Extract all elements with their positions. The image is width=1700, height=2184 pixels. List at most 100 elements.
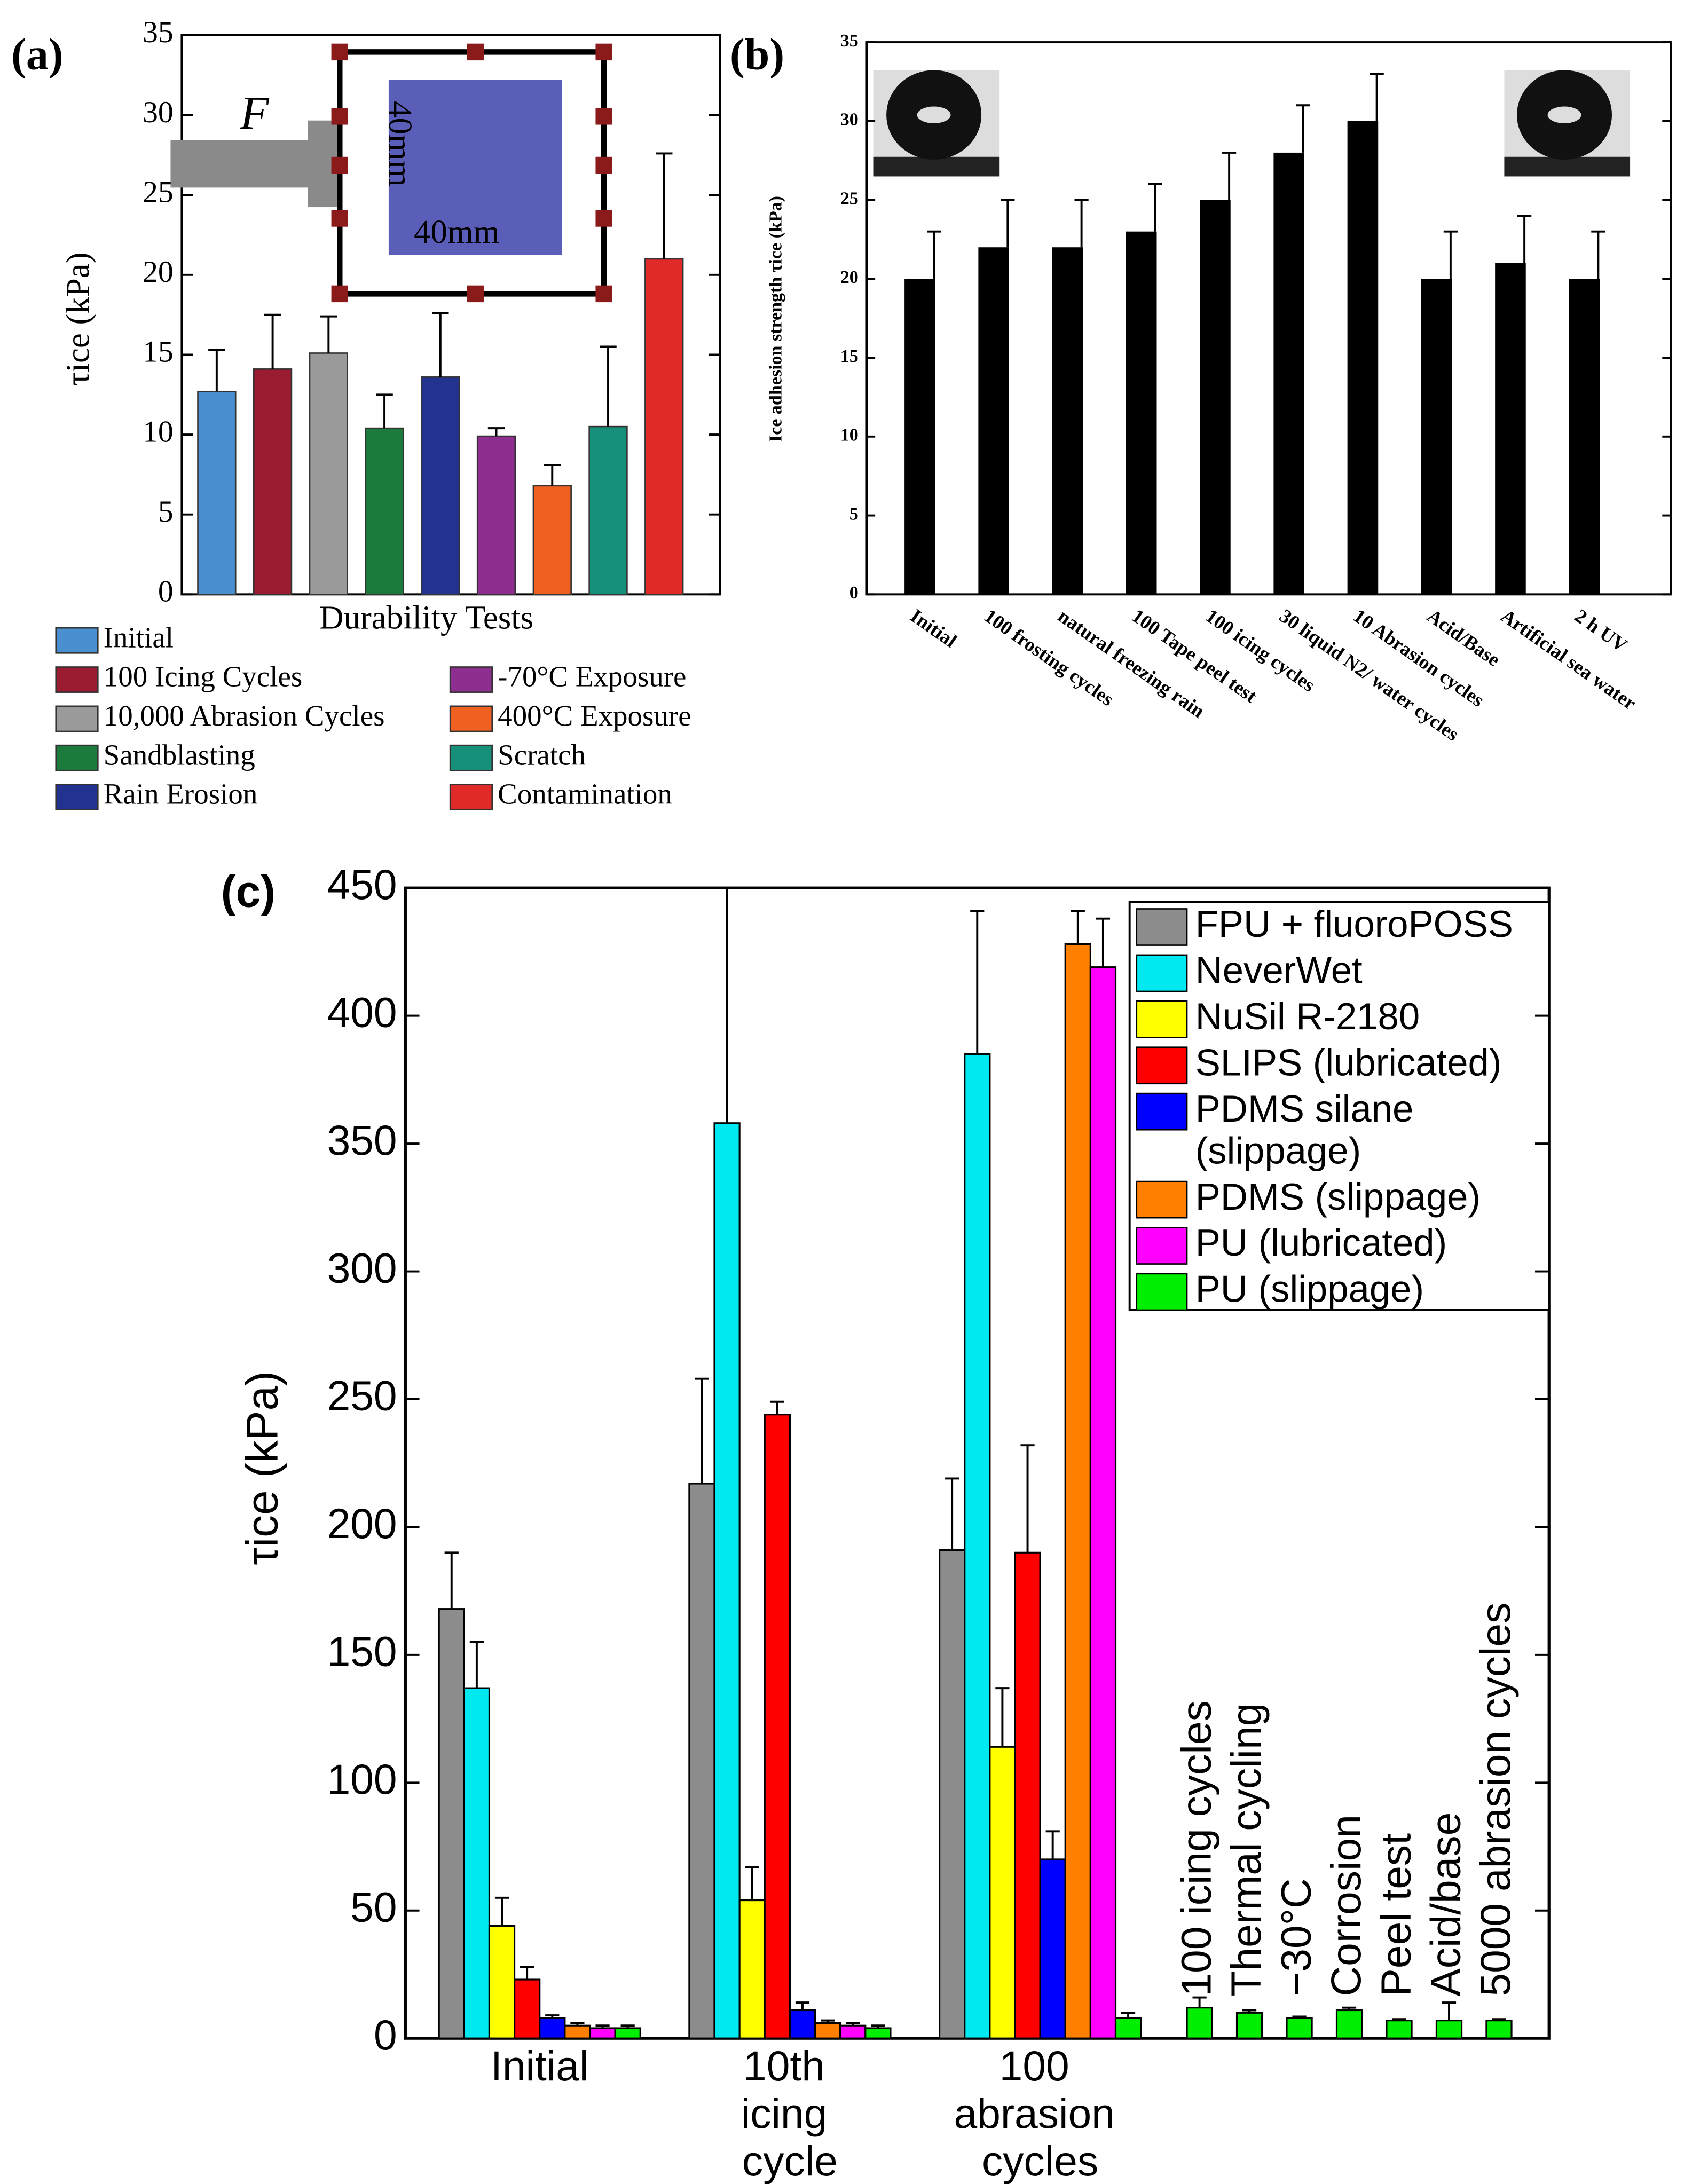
x-tick-label: 2 h UV [1571,604,1632,656]
y-tick-label: 200 [327,1500,397,1547]
legend-label: Contamination [498,778,672,810]
legend-swatch [55,666,99,693]
bar [1200,200,1231,595]
x-tick-label: Initial [907,604,961,651]
x-tick-label: Corrosion [1323,1815,1370,1997]
x-tick-label: 100 Tape peel test [1128,604,1262,707]
bar [588,425,628,595]
legend-label-line: PDMS silane [1195,1087,1424,1130]
legend-swatch [1136,1227,1188,1265]
x-tick-label-line: 100 [999,2043,1081,2090]
bar [463,1687,491,2039]
x-tick-label: Artificial sea water [1497,604,1641,714]
legend-swatch [449,666,493,693]
legend-label: PU (lubricated) [1195,1221,1447,1264]
panel-label: (c) [221,866,276,916]
y-axis-label: τice (kPa) [237,1371,287,1565]
bar [789,2009,816,2039]
legend-label: Sandblasting [104,738,255,771]
inset-label: 40mm [414,213,500,250]
x-tick-label: 5000 abrasion cycles [1472,1603,1519,1997]
legend-label-line: (slippage) [1195,1129,1361,1171]
bar [764,1414,791,2039]
bar [438,1608,465,2039]
y-axis-label: Ice adhesion strength τice (kPa) [766,196,786,442]
bar [939,1549,966,2039]
droplet-image [873,70,1000,177]
droplet-image [1504,70,1631,177]
y-tick-label: 35 [840,31,859,51]
bar [1347,121,1379,595]
bar [365,427,404,595]
y-tick-label: 250 [327,1373,397,1420]
legend-label: PU (slippage) [1195,1268,1424,1310]
plot-frame [865,41,1672,596]
y-tick-label: 150 [327,1628,397,1675]
x-tick-label-line: abrasion [954,2090,1127,2137]
bar [1435,2020,1463,2039]
legend-swatch [1136,1180,1188,1219]
bar [488,1925,516,2039]
y-tick-label: 25 [143,175,174,209]
y-tick-label: 350 [327,1117,397,1164]
legend-swatch [1136,1000,1188,1038]
legend-box [1128,901,1551,1311]
bar [1569,279,1600,595]
x-tick-label: Thermal cycling [1223,1703,1270,1997]
legend-swatch [1136,908,1188,946]
bar [197,390,237,595]
bar [421,376,460,595]
x-tick-label-line: 10th [743,2043,837,2090]
y-tick-label: 30 [143,96,174,129]
y-axis-label: τice (kPa) [59,252,96,385]
y-tick-label: 5 [158,495,174,529]
x-tick-label-line: icing [741,2090,839,2137]
bar [539,2017,566,2039]
y-tick-label: 25 [840,188,859,208]
bar [1089,966,1117,2039]
bar [1273,152,1304,595]
bar [1186,2007,1213,2039]
bar [1052,247,1083,595]
legend-swatch [449,705,493,732]
inset-label: F [239,87,270,139]
bar [1421,279,1452,595]
y-tick-label: 100 [327,1756,397,1803]
bar [1126,231,1157,595]
legend-label: 100 Icing Cycles [104,660,303,693]
bar [1039,1858,1066,2039]
bar [964,1053,991,2039]
legend-swatch [449,744,493,771]
legend-swatch [55,705,99,732]
bar [904,279,935,595]
panel-label: (a) [11,30,64,80]
bar [589,2027,616,2039]
bar [1235,2012,1263,2039]
bar [614,2027,641,2039]
inset-clamps [331,43,612,303]
bar [814,2022,841,2039]
y-tick-label: 0 [374,2012,397,2059]
bar [532,485,572,595]
x-tick-label-line: cycle [742,2138,838,2184]
inset-label: 40mm [382,101,419,187]
inset-arrow [170,140,311,188]
panel-a: (a) Durability Tests τice (kPa) F 40mm 4… [11,15,721,810]
bar [1286,2017,1313,2039]
legend-label: 10,000 Abrasion Cycles [104,699,385,732]
legend-label: FPU + fluoroPOSS [1195,903,1513,945]
legend-swatch [1136,1092,1188,1131]
legend-label: -70°C Exposure [498,660,686,693]
legend-label: 400°C Exposure [498,699,691,732]
x-tick-label: −30°C [1272,1878,1319,1996]
bar [1114,2017,1142,2039]
y-tick-label: 0 [849,583,859,603]
y-tick-label: 450 [327,861,397,908]
bar [688,1483,715,2039]
y-tick-label: 15 [143,335,174,369]
x-tick-label: 100 abrasion cycles [954,2043,1127,2184]
panel-c: (c) τice (kPa) 0 50 100 150 200 250 300 350 400 4… [221,861,1551,2184]
bar [253,368,293,595]
x-tick-label: 10th icing cycle [741,2043,839,2184]
